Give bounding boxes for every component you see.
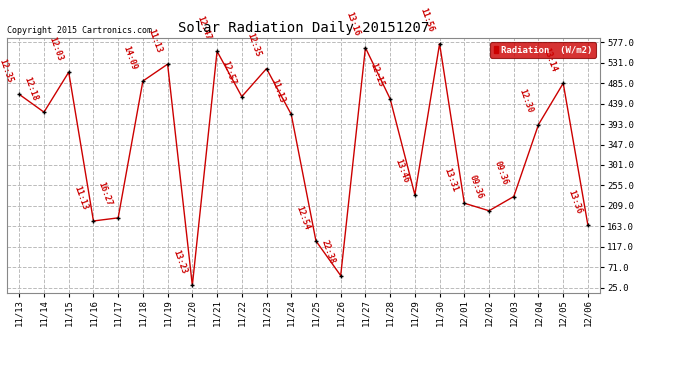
Text: 11:13: 11:13 <box>270 78 287 104</box>
Text: 12:35: 12:35 <box>0 58 14 84</box>
Text: 12:57: 12:57 <box>220 60 237 86</box>
Point <box>187 282 198 288</box>
Text: Copyright 2015 Cartronics.com: Copyright 2015 Cartronics.com <box>7 26 152 35</box>
Text: 11:13: 11:13 <box>146 27 163 54</box>
Point <box>112 215 124 221</box>
Point <box>236 94 247 100</box>
Text: 12:18: 12:18 <box>23 75 39 102</box>
Point <box>261 66 272 72</box>
Point <box>88 218 99 224</box>
Point <box>459 200 470 206</box>
Point <box>162 61 173 67</box>
Text: 13:23: 13:23 <box>171 249 188 275</box>
Point <box>360 45 371 51</box>
Point <box>509 194 520 200</box>
Point <box>39 109 50 115</box>
Point <box>137 78 148 84</box>
Point <box>582 222 593 228</box>
Text: 12:15: 12:15 <box>368 62 386 88</box>
Text: 13:46: 13:46 <box>393 158 411 184</box>
Text: 14:09: 14:09 <box>121 44 139 71</box>
Text: 22:38: 22:38 <box>319 239 336 266</box>
Point <box>533 122 544 128</box>
Point <box>409 192 420 198</box>
Text: 16:27: 16:27 <box>97 181 114 208</box>
Point <box>63 69 75 75</box>
Point <box>212 48 223 54</box>
Point <box>335 273 346 279</box>
Point <box>286 111 297 117</box>
Text: 09:36: 09:36 <box>468 174 484 201</box>
Text: 11:56: 11:56 <box>418 7 435 33</box>
Text: 13:31: 13:31 <box>443 166 460 193</box>
Point <box>434 41 445 47</box>
Text: 13:14: 13:14 <box>542 46 559 73</box>
Point <box>14 92 25 98</box>
Title: Solar Radiation Daily 20151207: Solar Radiation Daily 20151207 <box>178 21 429 35</box>
Point <box>484 208 495 214</box>
Point <box>310 238 322 244</box>
Text: 11:13: 11:13 <box>72 184 89 211</box>
Point <box>384 96 395 102</box>
Text: 09:36: 09:36 <box>492 160 509 186</box>
Text: 12:03: 12:03 <box>47 35 64 62</box>
Text: 12:35: 12:35 <box>245 32 262 58</box>
Text: 13:16: 13:16 <box>344 11 361 38</box>
Text: 12:47: 12:47 <box>195 15 213 41</box>
Text: 13:36: 13:36 <box>566 189 584 215</box>
Text: 12:54: 12:54 <box>295 204 311 231</box>
Text: 12:30: 12:30 <box>517 88 534 114</box>
Legend: Radiation  (W/m2): Radiation (W/m2) <box>490 42 595 58</box>
Point <box>558 80 569 86</box>
